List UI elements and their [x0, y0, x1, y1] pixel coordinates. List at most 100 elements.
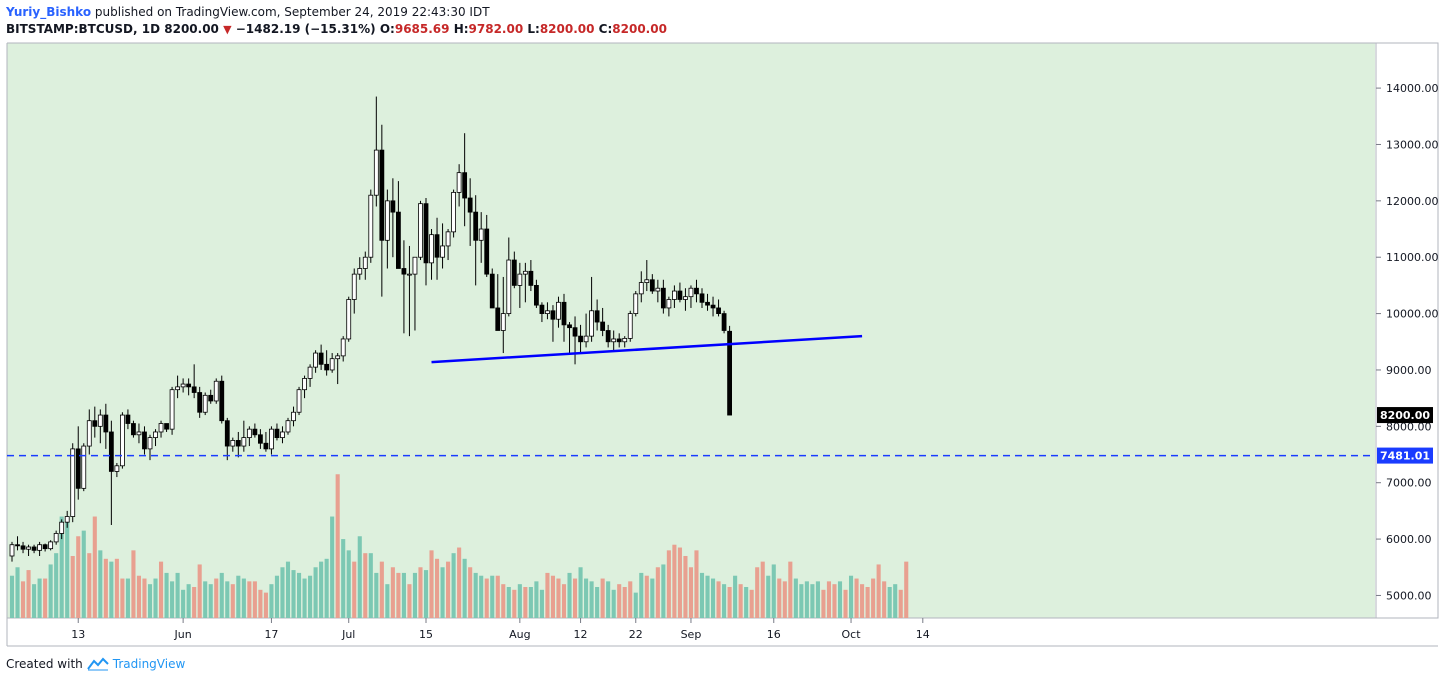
volume-bar [771, 564, 776, 618]
volume-bar [230, 584, 235, 618]
plot-area[interactable] [7, 43, 1375, 618]
support-label: 7481.01 [1380, 450, 1430, 463]
candle-body [147, 437, 153, 450]
candle-body [694, 287, 699, 295]
candle-body [705, 301, 710, 306]
volume-bar [451, 553, 456, 618]
volume-bar [705, 575, 710, 618]
x-tick-label: Sep [681, 628, 702, 641]
candle-body [727, 330, 732, 416]
volume-bar [561, 584, 567, 618]
volume-bar [175, 572, 180, 618]
volume-bar [20, 581, 26, 618]
candle-body [329, 358, 335, 371]
volume-bar [738, 584, 743, 618]
volume-bar [324, 558, 329, 618]
volume-bar [810, 584, 815, 618]
candle-body [583, 335, 589, 343]
candle-body [103, 414, 109, 433]
volume-bar [832, 584, 837, 618]
volume-bar [65, 516, 70, 618]
candle-body [26, 546, 31, 550]
candle-body [180, 383, 186, 388]
candle-body [390, 200, 396, 213]
candle-body [64, 516, 70, 523]
candle-body [517, 273, 523, 286]
candle-body [528, 270, 534, 286]
candle-body [672, 290, 677, 300]
volume-bar [528, 586, 533, 618]
volume-bar [197, 564, 202, 618]
volume-bar [837, 581, 843, 618]
candle-body [561, 301, 567, 326]
candle-body [373, 149, 379, 196]
candle-body [362, 256, 368, 269]
volume-bar [578, 567, 583, 618]
volume-bar [733, 575, 738, 618]
candle-body [235, 440, 241, 447]
volume-bar [904, 561, 909, 618]
volume-bar [258, 589, 263, 618]
close-label: C: [598, 22, 613, 36]
x-tick-label: 14 [916, 628, 930, 641]
candle-body [75, 448, 81, 489]
y-tick-label: 8000.00 [1386, 420, 1432, 433]
volume-bar [694, 550, 699, 618]
volume-bar [517, 584, 522, 618]
candle-body [296, 389, 302, 413]
volume-bar [313, 567, 318, 618]
candle-body [451, 191, 457, 233]
volume-bar [843, 589, 848, 618]
candle-body [357, 268, 363, 275]
volume-bar [390, 567, 395, 618]
tradingview-brand[interactable]: TradingView [112, 657, 186, 671]
candle-body [622, 337, 628, 343]
volume-bar [672, 544, 677, 618]
candle-body [59, 521, 65, 534]
volume-bar [252, 581, 257, 618]
candle-body [506, 259, 512, 314]
y-tick-label: 14000.00 [1386, 82, 1439, 95]
volume-bar [755, 567, 760, 618]
candle-body [9, 544, 15, 557]
publish-info: Yuriy_Bishko published on TradingView.co… [6, 5, 490, 19]
volume-bar [136, 575, 142, 618]
volume-bar [782, 581, 787, 618]
candle-body [86, 420, 92, 447]
volume-bar [114, 558, 119, 618]
tradingview-logo-icon[interactable] [86, 657, 109, 671]
volume-bar [490, 575, 495, 618]
volume-bar [457, 547, 462, 618]
author-name[interactable]: Yuriy_Bishko [6, 5, 92, 19]
candle-body [710, 304, 716, 309]
candle-body [280, 431, 285, 439]
candle-body [616, 338, 622, 343]
volume-bar [247, 581, 252, 618]
volume-bar [710, 578, 716, 618]
candle-body [114, 465, 120, 472]
candle-body [550, 310, 556, 320]
candle-body [269, 428, 274, 450]
volume-bar [584, 578, 589, 618]
volume-bar [683, 555, 688, 618]
candle-body [230, 440, 236, 447]
volume-bar [70, 555, 75, 618]
candle-body [274, 428, 280, 439]
volume-bar [363, 553, 368, 618]
open-label: O: [379, 22, 395, 36]
close-value: 8200.00 [612, 22, 667, 36]
price-change: −1482.19 (−15.31%) [235, 22, 376, 36]
y-tick-label: 11000.00 [1386, 251, 1439, 264]
volume-bar [103, 558, 108, 618]
price-axis[interactable] [1375, 42, 1439, 619]
volume-bar [595, 586, 600, 618]
candle-body [627, 313, 633, 339]
candle-body [48, 541, 54, 550]
volume-bar [368, 553, 373, 618]
volume-bar [506, 586, 511, 618]
volume-bar [826, 581, 832, 618]
candle-body [418, 203, 423, 258]
candle-body [125, 414, 131, 424]
volume-bar [346, 550, 351, 618]
